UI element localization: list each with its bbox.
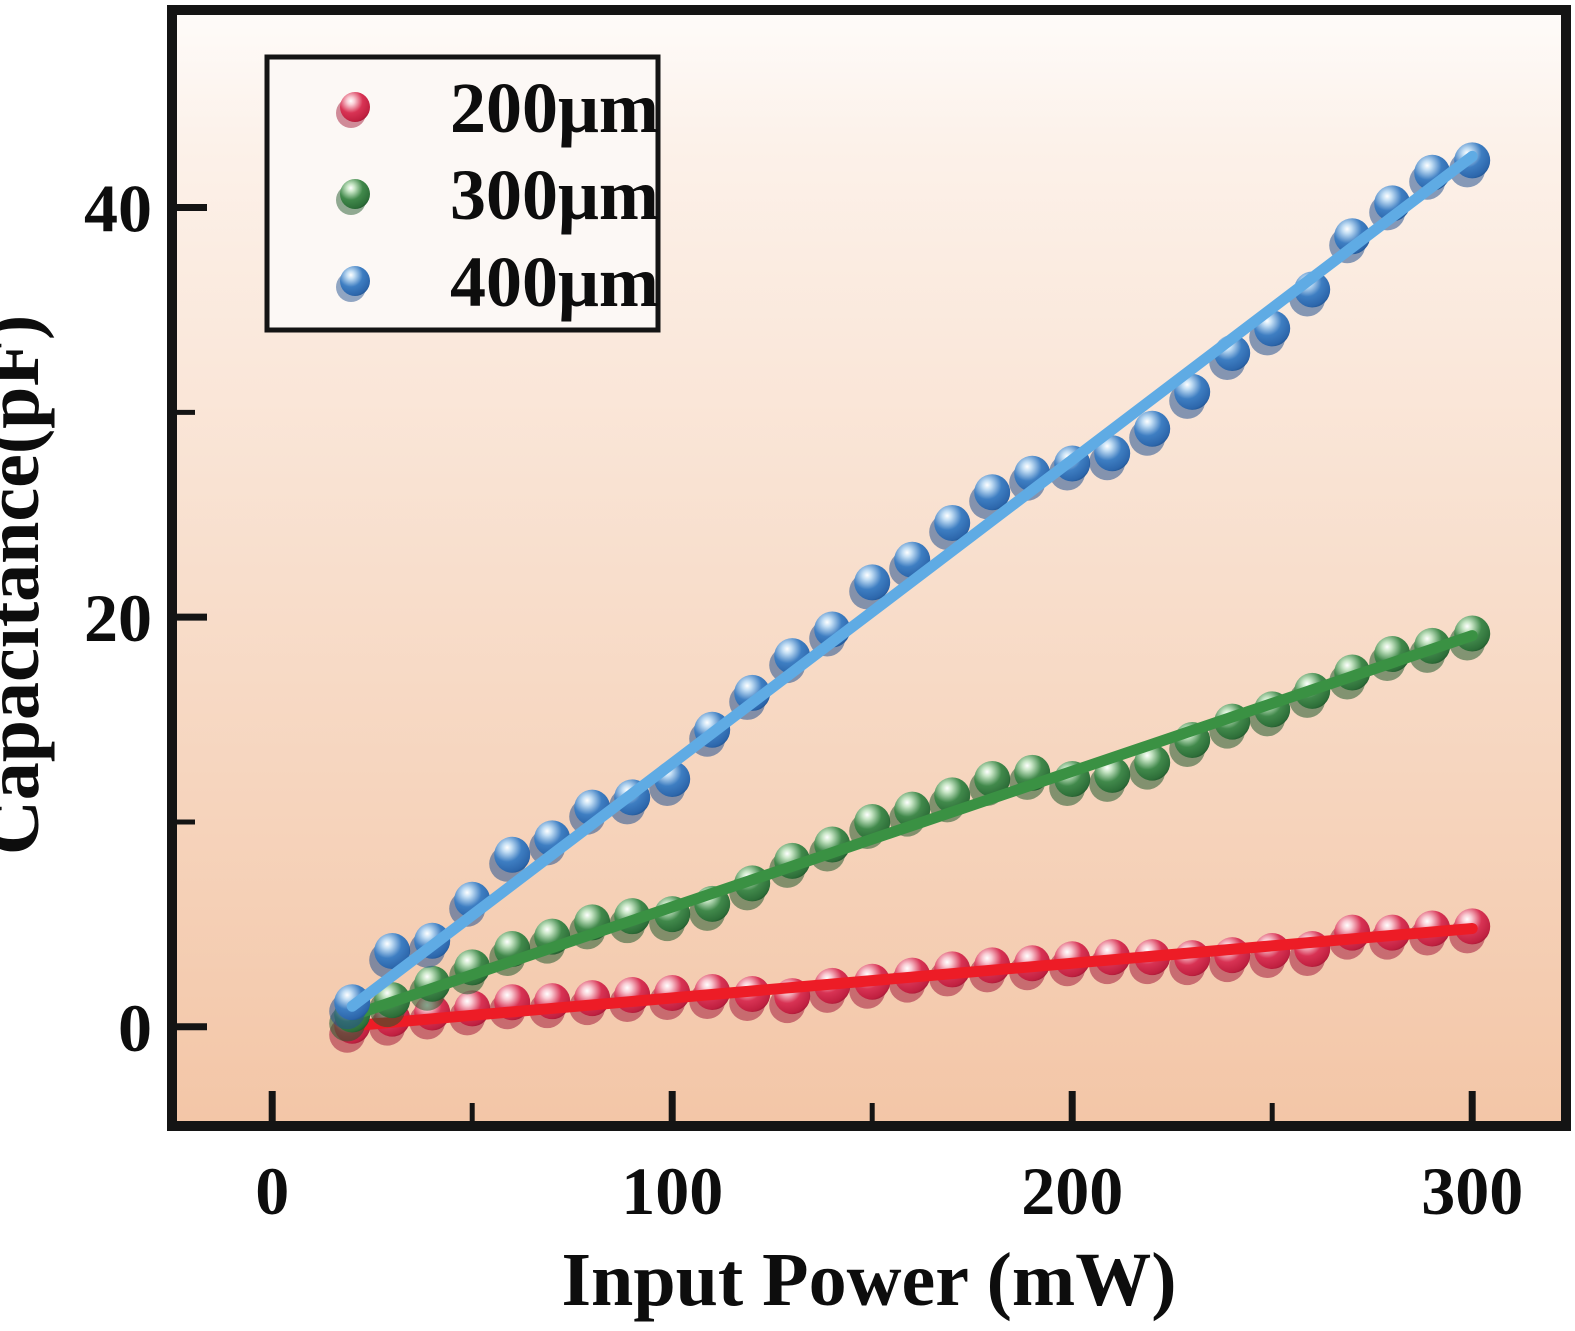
data-point [1134,744,1171,781]
x-tick-label: 0 [255,1153,289,1229]
y-tick-label: 40 [84,171,152,247]
legend-box [264,54,661,333]
x-tick-label: 300 [1421,1153,1523,1229]
data-point [1094,435,1131,472]
fit-line [346,630,1478,1022]
data-point [974,760,1011,797]
data-point [934,504,971,541]
axes-frame [167,5,1571,1131]
fit-line [346,150,1478,1012]
series-400um [329,142,1491,1030]
ticks [177,204,1476,1121]
fit-line [346,922,1478,1032]
series-200um [329,908,1491,1053]
legend-item-300um: 300μm [336,155,659,235]
data-point [494,836,531,873]
legend-marker [340,179,370,209]
legend-item-200um: 200μm [336,68,659,148]
x-tick-label: 200 [1021,1153,1123,1229]
data-point [1174,373,1211,410]
data-point [974,474,1011,511]
legend-item-400um: 400μm [336,242,659,322]
legend-marker [340,266,370,296]
legend-marker [340,92,370,122]
y-tick-label: 20 [84,580,152,656]
legend-label: 200μm [450,68,659,148]
legend-label: 300μm [450,155,659,235]
data-point [374,933,411,970]
series-300um [329,615,1491,1042]
y-axis-title: Capacitance(pF) [0,315,55,855]
data-point [854,564,891,601]
data-point [1134,410,1171,447]
x-axis-title: Input Power (mW) [561,1238,1176,1322]
y-tick-label: 0 [118,990,152,1066]
x-tick-label: 100 [621,1153,723,1229]
legend-label: 400μm [450,242,659,322]
